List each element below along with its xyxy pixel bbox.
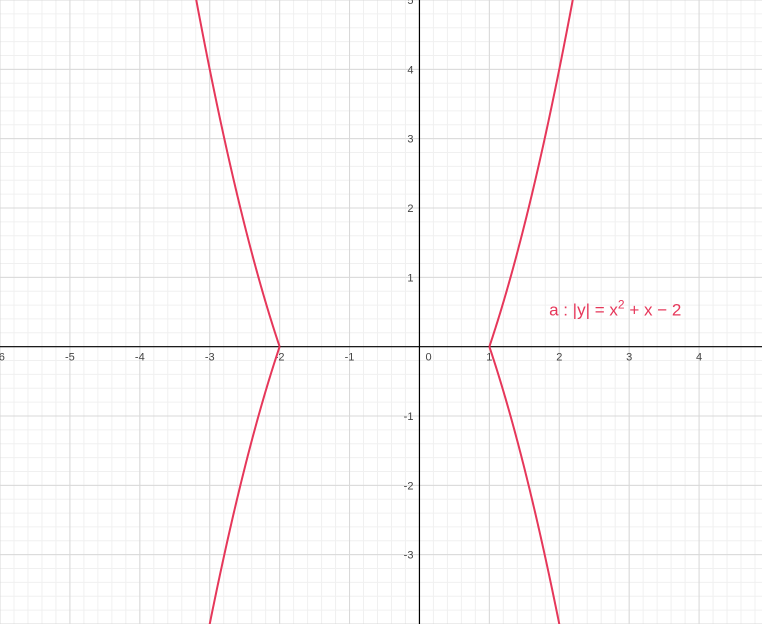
x-tick-label: -3 [205,352,215,364]
y-tick-label: 2 [407,203,413,215]
x-tick-label: -1 [345,352,355,364]
x-tick-label: 4 [696,352,702,364]
x-tick-label: -6 [0,352,5,364]
x-tick-label: -5 [65,352,75,364]
y-tick-label: -2 [404,480,414,492]
y-tick-label: 1 [407,272,413,284]
y-tick-label: -1 [404,411,414,423]
equation-label: a : |y| = x2 + x − 2 [549,297,681,319]
x-tick-label: -4 [135,352,145,364]
y-tick-label: -3 [404,550,414,562]
y-tick-label: 5 [407,0,413,7]
x-tick-label: 3 [626,352,632,364]
y-tick-label: 3 [407,134,413,146]
x-tick-label: 2 [556,352,562,364]
x-tick-label: 0 [425,352,431,364]
y-tick-label: 4 [407,64,413,76]
coordinate-plot: -6-5-4-3-2-101234-3-2-112345a : |y| = x2… [0,0,762,624]
